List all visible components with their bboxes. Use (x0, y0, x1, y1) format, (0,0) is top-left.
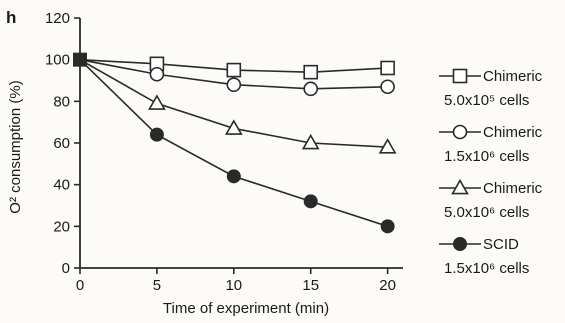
legend-marker (452, 124, 468, 140)
legend-entry: Chimeric 5.0x10⁶ cells (439, 178, 543, 221)
data-point (226, 169, 241, 184)
data-point (378, 138, 397, 154)
legend-sublabel: 1.5x10⁶ cells (444, 260, 529, 277)
y-tick-label: 120 (45, 10, 70, 27)
series-1 (79, 56, 395, 80)
data-point (226, 62, 242, 78)
data-point (303, 64, 319, 80)
data-point (380, 60, 395, 76)
x-axis-title: Time of experiment (min) (163, 300, 329, 317)
y-tick-label: 100 (45, 52, 70, 69)
data-point (224, 119, 243, 135)
series-4 (79, 59, 395, 234)
legend-label: Chimeric (483, 68, 543, 85)
data-point (303, 194, 318, 209)
x-tick-label: 10 (225, 277, 242, 294)
y-tick-label: 0 (62, 260, 70, 277)
legend-entry: Chimeric 1.5x10⁶ cells (439, 124, 543, 165)
axes: 0 20 40 60 80 100 120 0 5 10 15 20 (45, 10, 403, 294)
series-layer (73, 52, 397, 234)
y-tick-label: 80 (53, 93, 70, 110)
x-tick-label: 0 (76, 277, 84, 294)
legend-marker (453, 237, 467, 251)
panel-letter: h (6, 8, 16, 27)
data-point (149, 66, 165, 82)
y-tick-label: 40 (53, 177, 70, 194)
origin-point (73, 52, 87, 67)
data-point (149, 127, 164, 142)
data-point (226, 77, 242, 92)
legend-label: Chimeric (483, 180, 543, 197)
legend-entry: Chimeric 5.0x10⁵ cells (439, 68, 543, 109)
legend-sublabel: 5.0x10⁵ cells (444, 92, 529, 109)
data-point (380, 79, 395, 95)
legend-label: Chimeric (483, 124, 543, 141)
x-tick-label: 15 (302, 277, 319, 294)
legend: Chimeric 5.0x10⁵ cells Chimeric 1.5x10⁶ cel… (439, 68, 543, 277)
legend-entry: SCID 1.5x10⁶ cells (439, 236, 529, 277)
data-point (380, 219, 395, 234)
legend-sublabel: 5.0x10⁶ cells (444, 204, 529, 221)
data-point (148, 94, 166, 110)
y-tick-label: 60 (53, 135, 70, 152)
y-axis-title: O² consumption (%) (7, 80, 24, 213)
x-tick-label: 5 (153, 277, 161, 294)
legend-label: SCID (483, 236, 519, 253)
series-2 (79, 58, 395, 97)
legend-marker (452, 68, 468, 84)
x-tick-label: 20 (379, 277, 396, 294)
legend-sublabel: 1.5x10⁶ cells (444, 148, 529, 165)
series-3 (79, 58, 397, 154)
data-point (303, 81, 319, 97)
y-tick-label: 20 (53, 218, 70, 235)
data-point (301, 133, 320, 150)
legend-marker (451, 178, 469, 195)
